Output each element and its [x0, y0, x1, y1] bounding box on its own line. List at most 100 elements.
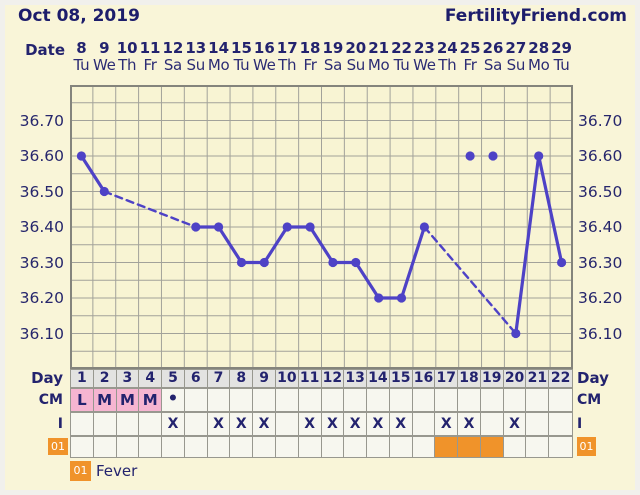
day-cell-4[interactable]: 4: [139, 370, 163, 387]
intercourse-cell-6[interactable]: [184, 413, 208, 435]
fever-cell-17[interactable]: [435, 437, 459, 457]
brand-link[interactable]: FertilityFriend.com: [444, 6, 627, 26]
fever-cell-18[interactable]: [458, 437, 481, 457]
fever-cell-6[interactable]: [184, 437, 208, 457]
intercourse-cell-1[interactable]: [71, 413, 94, 435]
intercourse-cell-10[interactable]: [275, 413, 299, 435]
cm-cell-18[interactable]: [458, 389, 481, 411]
cm-cell-15[interactable]: [389, 389, 413, 411]
fever-cell-9[interactable]: [253, 437, 276, 457]
cm-cell-14[interactable]: [367, 389, 390, 411]
cm-cell-12[interactable]: [321, 389, 345, 411]
fever-cell-5[interactable]: [162, 437, 185, 457]
cm-cell-1[interactable]: L: [71, 389, 94, 411]
cm-cell-17[interactable]: [435, 389, 459, 411]
intercourse-label-right: I: [577, 416, 583, 432]
day-cell-1[interactable]: 1: [71, 370, 94, 387]
intercourse-cell-5[interactable]: X: [162, 413, 185, 435]
intercourse-cell-19[interactable]: [480, 413, 504, 435]
legend: 01 Fever: [70, 461, 137, 481]
day-cell-21[interactable]: 21: [526, 370, 550, 387]
cm-cell-10[interactable]: [275, 389, 299, 411]
intercourse-cell-18[interactable]: X: [458, 413, 481, 435]
fever-cell-4[interactable]: [139, 437, 163, 457]
cm-cell-22[interactable]: [549, 389, 572, 411]
day-cell-8[interactable]: 8: [230, 370, 254, 387]
intercourse-cell-14[interactable]: X: [367, 413, 390, 435]
intercourse-cell-11[interactable]: X: [298, 413, 322, 435]
custom-row-badge-left: 01: [48, 438, 68, 455]
fever-cell-22[interactable]: [549, 437, 572, 457]
fever-cell-14[interactable]: [367, 437, 390, 457]
intercourse-cell-3[interactable]: [116, 413, 140, 435]
fever-cell-19[interactable]: [480, 437, 504, 457]
intercourse-cell-7[interactable]: X: [207, 413, 231, 435]
intercourse-cell-4[interactable]: [139, 413, 163, 435]
y-tick-label: 36.10: [578, 324, 623, 343]
day-cell-18[interactable]: 18: [458, 370, 481, 387]
day-cell-13[interactable]: 13: [344, 370, 368, 387]
fever-cell-11[interactable]: [298, 437, 322, 457]
day-cell-12[interactable]: 12: [321, 370, 345, 387]
intercourse-cell-13[interactable]: X: [344, 413, 368, 435]
cm-cell-3[interactable]: M: [116, 389, 140, 411]
fever-cell-20[interactable]: [503, 437, 527, 457]
day-cell-20[interactable]: 20: [503, 370, 527, 387]
cm-cell-6[interactable]: [184, 389, 208, 411]
day-cell-3[interactable]: 3: [116, 370, 140, 387]
temp-point: [214, 222, 224, 232]
day-cell-14[interactable]: 14: [367, 370, 390, 387]
day-cell-16[interactable]: 16: [412, 370, 436, 387]
temperature-chart: [69, 84, 574, 370]
intercourse-cell-2[interactable]: [93, 413, 117, 435]
fever-cell-1[interactable]: [71, 437, 94, 457]
cm-cell-5[interactable]: •: [162, 389, 185, 411]
cm-cell-20[interactable]: [503, 389, 527, 411]
day-cell-10[interactable]: 10: [275, 370, 299, 387]
fever-cell-2[interactable]: [93, 437, 117, 457]
date-label: 21: [368, 39, 390, 57]
day-cell-22[interactable]: 22: [549, 370, 572, 387]
day-cell-9[interactable]: 9: [253, 370, 276, 387]
cm-cell-2[interactable]: M: [93, 389, 117, 411]
cm-cell-9[interactable]: [253, 389, 276, 411]
cm-cell-19[interactable]: [480, 389, 504, 411]
day-cell-7[interactable]: 7: [207, 370, 231, 387]
intercourse-cell-12[interactable]: X: [321, 413, 345, 435]
intercourse-cell-21[interactable]: [526, 413, 550, 435]
intercourse-cell-17[interactable]: X: [435, 413, 459, 435]
day-cell-2[interactable]: 2: [93, 370, 117, 387]
cm-cell-4[interactable]: M: [139, 389, 163, 411]
cm-cell-7[interactable]: [207, 389, 231, 411]
day-cell-15[interactable]: 15: [389, 370, 413, 387]
fever-cell-8[interactable]: [230, 437, 254, 457]
fever-cell-10[interactable]: [275, 437, 299, 457]
day-cell-19[interactable]: 19: [480, 370, 504, 387]
cm-cell-11[interactable]: [298, 389, 322, 411]
fever-cell-21[interactable]: [526, 437, 550, 457]
fever-cell-3[interactable]: [116, 437, 140, 457]
intercourse-cell-20[interactable]: X: [503, 413, 527, 435]
fever-cell-7[interactable]: [207, 437, 231, 457]
cm-cell-16[interactable]: [412, 389, 436, 411]
cm-cell-21[interactable]: [526, 389, 550, 411]
intercourse-label-left: I: [57, 416, 63, 432]
intercourse-cell-9[interactable]: X: [253, 413, 276, 435]
day-cell-5[interactable]: 5: [162, 370, 185, 387]
fever-cell-16[interactable]: [412, 437, 436, 457]
cm-cell-8[interactable]: [230, 389, 254, 411]
date-label: 14: [208, 39, 230, 57]
intercourse-cell-15[interactable]: X: [389, 413, 413, 435]
cm-cell-13[interactable]: [344, 389, 368, 411]
fever-cell-13[interactable]: [344, 437, 368, 457]
day-cell-11[interactable]: 11: [298, 370, 322, 387]
fever-cell-15[interactable]: [389, 437, 413, 457]
fever-cell-12[interactable]: [321, 437, 345, 457]
day-cell-6[interactable]: 6: [184, 370, 208, 387]
y-tick-label: 36.50: [19, 182, 64, 201]
intercourse-cell-8[interactable]: X: [230, 413, 254, 435]
temp-point: [99, 186, 109, 197]
day-cell-17[interactable]: 17: [435, 370, 459, 387]
intercourse-cell-22[interactable]: [549, 413, 572, 435]
intercourse-cell-16[interactable]: [412, 413, 436, 435]
